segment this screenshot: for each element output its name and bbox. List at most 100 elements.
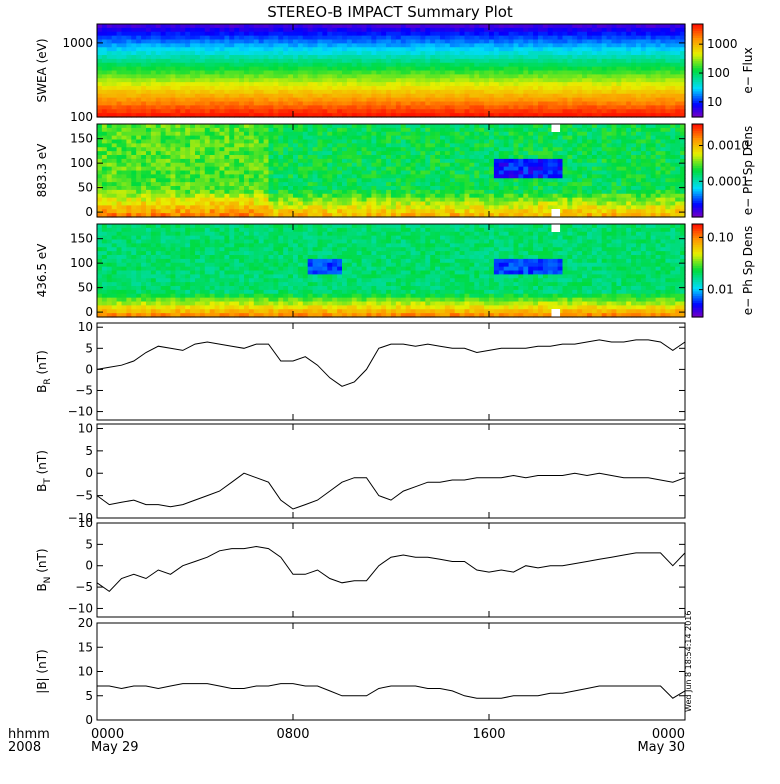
heatmap-cell <box>631 36 637 40</box>
heatmap-cell <box>117 86 123 90</box>
heatmap-cell <box>670 98 676 102</box>
heatmap-cell <box>195 132 201 136</box>
heatmap-cell <box>548 90 554 94</box>
heatmap-cell <box>131 74 137 78</box>
heatmap-cell <box>597 94 603 98</box>
heatmap-cell <box>479 132 485 136</box>
heatmap-cell <box>298 136 304 140</box>
heatmap-cell <box>171 36 177 40</box>
heatmap-cell <box>509 163 514 167</box>
heatmap-cell <box>602 86 608 90</box>
heatmap-cell <box>626 32 632 36</box>
heatmap-cell <box>548 47 554 51</box>
heatmap-cell <box>332 67 338 71</box>
heatmap-cell <box>97 194 103 198</box>
heatmap-cell <box>332 90 338 94</box>
heatmap-cell <box>553 78 559 82</box>
heatmap-cell <box>161 182 167 186</box>
heatmap-cell <box>514 28 520 32</box>
heatmap-cell <box>322 94 328 98</box>
heatmap-cell <box>357 128 363 132</box>
heatmap-cell <box>337 178 343 182</box>
heatmap-cell <box>136 78 142 82</box>
heatmap-cell <box>322 47 328 51</box>
heatmap-cell <box>401 78 407 82</box>
heatmap-cell <box>332 202 338 206</box>
heatmap-cell <box>244 55 250 59</box>
heatmap-cell <box>612 105 618 109</box>
heatmap-cell <box>318 202 324 206</box>
heatmap-cell <box>499 151 505 155</box>
heatmap-cell <box>175 178 181 182</box>
heatmap-cell <box>283 78 289 82</box>
heatmap-cell <box>420 205 426 209</box>
heatmap-cell <box>587 74 593 78</box>
heatmap-cell <box>269 140 275 144</box>
heatmap-cell <box>656 94 662 98</box>
heatmap-cell <box>185 28 191 32</box>
heatmap-cell <box>117 159 123 163</box>
heatmap-cell <box>572 47 578 51</box>
heatmap-cell <box>367 128 373 132</box>
heatmap-cell <box>509 151 514 155</box>
heatmap-cell <box>278 43 284 47</box>
heatmap-cell <box>396 155 402 159</box>
heatmap-cell <box>332 32 338 36</box>
heatmap-cell <box>440 43 446 47</box>
heatmap-cell <box>278 51 284 55</box>
heatmap-cell <box>425 40 431 44</box>
heatmap-cell <box>195 36 201 40</box>
heatmap-cell <box>381 82 387 86</box>
heatmap-cell <box>156 151 162 155</box>
heatmap-cell <box>494 132 500 136</box>
heatmap-cell <box>504 71 510 75</box>
heatmap-cell <box>151 178 157 182</box>
heatmap-cell <box>180 190 186 194</box>
heatmap-cell <box>371 78 377 82</box>
heatmap-cell <box>367 63 373 67</box>
heatmap-cell <box>126 90 131 94</box>
heatmap-cell <box>303 51 309 55</box>
heatmap-cell <box>131 28 137 32</box>
heatmap-cell <box>636 40 642 44</box>
heatmap-cell <box>435 155 441 159</box>
heatmap-cell <box>367 167 373 171</box>
heatmap-cell <box>455 105 461 109</box>
heatmap-cell <box>259 67 265 71</box>
heatmap-cell <box>411 140 417 144</box>
heatmap-cell <box>190 47 196 51</box>
heatmap-cell <box>347 43 353 47</box>
heatmap-cell <box>362 136 368 140</box>
heatmap-cell <box>244 40 250 44</box>
heatmap-cell <box>445 171 451 175</box>
heatmap-cell <box>298 151 304 155</box>
heatmap-cell <box>190 178 196 182</box>
heatmap-cell <box>455 102 461 106</box>
heatmap-cell <box>215 32 221 36</box>
heatmap-cell <box>122 51 128 55</box>
heatmap-cell <box>117 209 123 213</box>
heatmap-cell <box>352 202 358 206</box>
heatmap-cell <box>484 71 490 75</box>
heatmap-cell <box>308 74 314 78</box>
heatmap-cell <box>122 78 128 82</box>
heatmap-cell <box>362 198 368 202</box>
heatmap-cell <box>210 47 216 51</box>
heatmap-cell <box>543 51 549 55</box>
heatmap-cell <box>435 167 441 171</box>
heatmap-cell <box>362 32 368 36</box>
heatmap-cell <box>352 94 358 98</box>
heatmap-cell <box>381 86 387 90</box>
heatmap-cell <box>509 136 514 140</box>
heatmap-cell <box>195 198 201 202</box>
heatmap-cell <box>474 194 480 198</box>
heatmap-cell <box>161 190 167 194</box>
heatmap-cell <box>220 190 226 194</box>
heatmap-cell <box>420 40 426 44</box>
heatmap-cell <box>122 190 128 194</box>
heatmap-cell <box>97 109 103 113</box>
heatmap-cell <box>126 171 131 175</box>
heatmap-cell <box>234 182 240 186</box>
heatmap-cell <box>528 74 534 78</box>
heatmap-cell <box>254 67 259 71</box>
